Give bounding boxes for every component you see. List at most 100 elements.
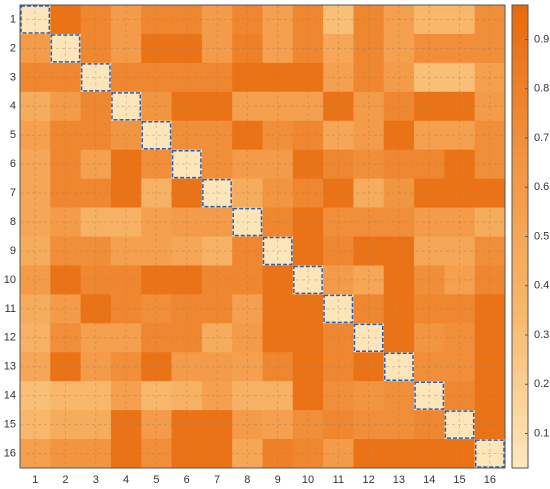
- heat-cell: [383, 294, 415, 324]
- heat-cell: [171, 381, 203, 411]
- heat-cell: [20, 33, 51, 64]
- diagonal-highlight: [111, 92, 141, 121]
- heat-cell: [20, 149, 51, 180]
- heat-cell: [353, 62, 385, 93]
- y-tick-label: 12: [4, 332, 16, 344]
- diagonal-highlight: [444, 410, 475, 439]
- heat-cell: [474, 323, 506, 353]
- heat-cell: [110, 265, 142, 295]
- heat-cell: [171, 294, 203, 324]
- heat-cell: [171, 120, 203, 151]
- heat-cell: [474, 5, 506, 35]
- heat-cell: [50, 439, 82, 469]
- heat-cell: [474, 410, 506, 440]
- heat-cell: [110, 178, 142, 209]
- y-tick-label: 13: [4, 361, 16, 373]
- diagonal-highlight: [141, 121, 172, 150]
- heat-cell: [353, 323, 385, 353]
- heat-cell: [474, 62, 506, 93]
- heat-cell: [232, 91, 263, 122]
- heat-cell: [201, 91, 233, 122]
- heat-cell: [353, 294, 385, 324]
- heat-cell: [201, 439, 233, 469]
- diagonal-highlight: [50, 34, 81, 63]
- heat-cell: [383, 91, 415, 122]
- heat-cell: [20, 178, 51, 209]
- heat-cell: [323, 149, 354, 180]
- diagonal-highlight: [202, 178, 232, 208]
- heat-cell: [383, 381, 415, 411]
- heat-cell: [383, 236, 415, 266]
- heat-cell: [383, 207, 415, 237]
- heat-cell: [20, 352, 51, 382]
- heat-cell: [323, 381, 354, 411]
- heat-cell: [474, 120, 506, 151]
- heat-cell: [110, 323, 142, 353]
- heat-cell: [323, 33, 354, 64]
- heat-cell: [20, 62, 51, 93]
- y-tick-label: 4: [10, 100, 16, 112]
- heat-cell: [353, 352, 385, 382]
- heat-cell: [80, 91, 112, 122]
- heat-cell: [414, 62, 445, 93]
- heat-cell: [414, 178, 445, 209]
- y-tick-label: 10: [4, 274, 16, 286]
- heat-cell: [292, 381, 324, 411]
- x-tick-label: 16: [484, 474, 496, 486]
- heat-cell: [444, 120, 476, 151]
- heat-cell: [474, 149, 506, 180]
- heat-cell: [80, 265, 112, 295]
- heat-cell: [323, 294, 354, 324]
- diagonal-highlight: [293, 265, 323, 295]
- heat-cell: [232, 294, 263, 324]
- heat-cell: [353, 439, 385, 469]
- heat-cell: [444, 33, 476, 64]
- heat-cell: [323, 62, 354, 93]
- heat-cell: [353, 91, 385, 122]
- heat-cell: [414, 91, 445, 122]
- heat-cell: [444, 294, 476, 324]
- heat-cell: [141, 33, 173, 64]
- heat-cell: [292, 410, 324, 440]
- heat-cell: [20, 439, 51, 469]
- heat-cell: [232, 410, 263, 440]
- heat-cell: [141, 91, 173, 122]
- colorbar-tick-label: 0.9: [534, 33, 549, 45]
- heat-cell: [383, 120, 415, 151]
- heat-cell: [50, 381, 82, 411]
- diagonal-highlight: [262, 236, 293, 266]
- heat-cell: [444, 178, 476, 209]
- y-tick-label: 9: [10, 245, 16, 257]
- heat-cell: [20, 5, 51, 35]
- heat-cell: [353, 120, 385, 151]
- heat-cell: [80, 439, 112, 469]
- heat-cell: [292, 33, 324, 64]
- heat-cell: [110, 120, 142, 151]
- heat-cell: [323, 352, 354, 382]
- x-tick-label: 5: [153, 474, 159, 486]
- heat-cell: [292, 149, 324, 180]
- x-tick-label: 2: [62, 474, 68, 486]
- heat-cell: [110, 352, 142, 382]
- y-tick-label: 6: [10, 158, 16, 170]
- heat-cell: [141, 439, 173, 469]
- heat-cell: [353, 5, 385, 35]
- heat-cell: [201, 294, 233, 324]
- x-tick-label: 8: [244, 474, 250, 486]
- heat-cell: [444, 323, 476, 353]
- heat-cell: [50, 33, 82, 64]
- heat-cell: [20, 91, 51, 122]
- heat-cell: [474, 207, 506, 237]
- heat-cell: [232, 323, 263, 353]
- heat-cell: [444, 5, 476, 35]
- y-tick-label: 1: [10, 13, 16, 25]
- heat-cell: [474, 294, 506, 324]
- diagonal-highlight: [414, 381, 445, 410]
- heat-cell: [110, 149, 142, 180]
- heat-cell: [474, 381, 506, 411]
- heat-cell: [414, 33, 445, 64]
- heat-cell: [80, 5, 112, 35]
- y-tick-label: 5: [10, 129, 16, 141]
- heat-cell: [353, 207, 385, 237]
- heat-cell: [201, 62, 233, 93]
